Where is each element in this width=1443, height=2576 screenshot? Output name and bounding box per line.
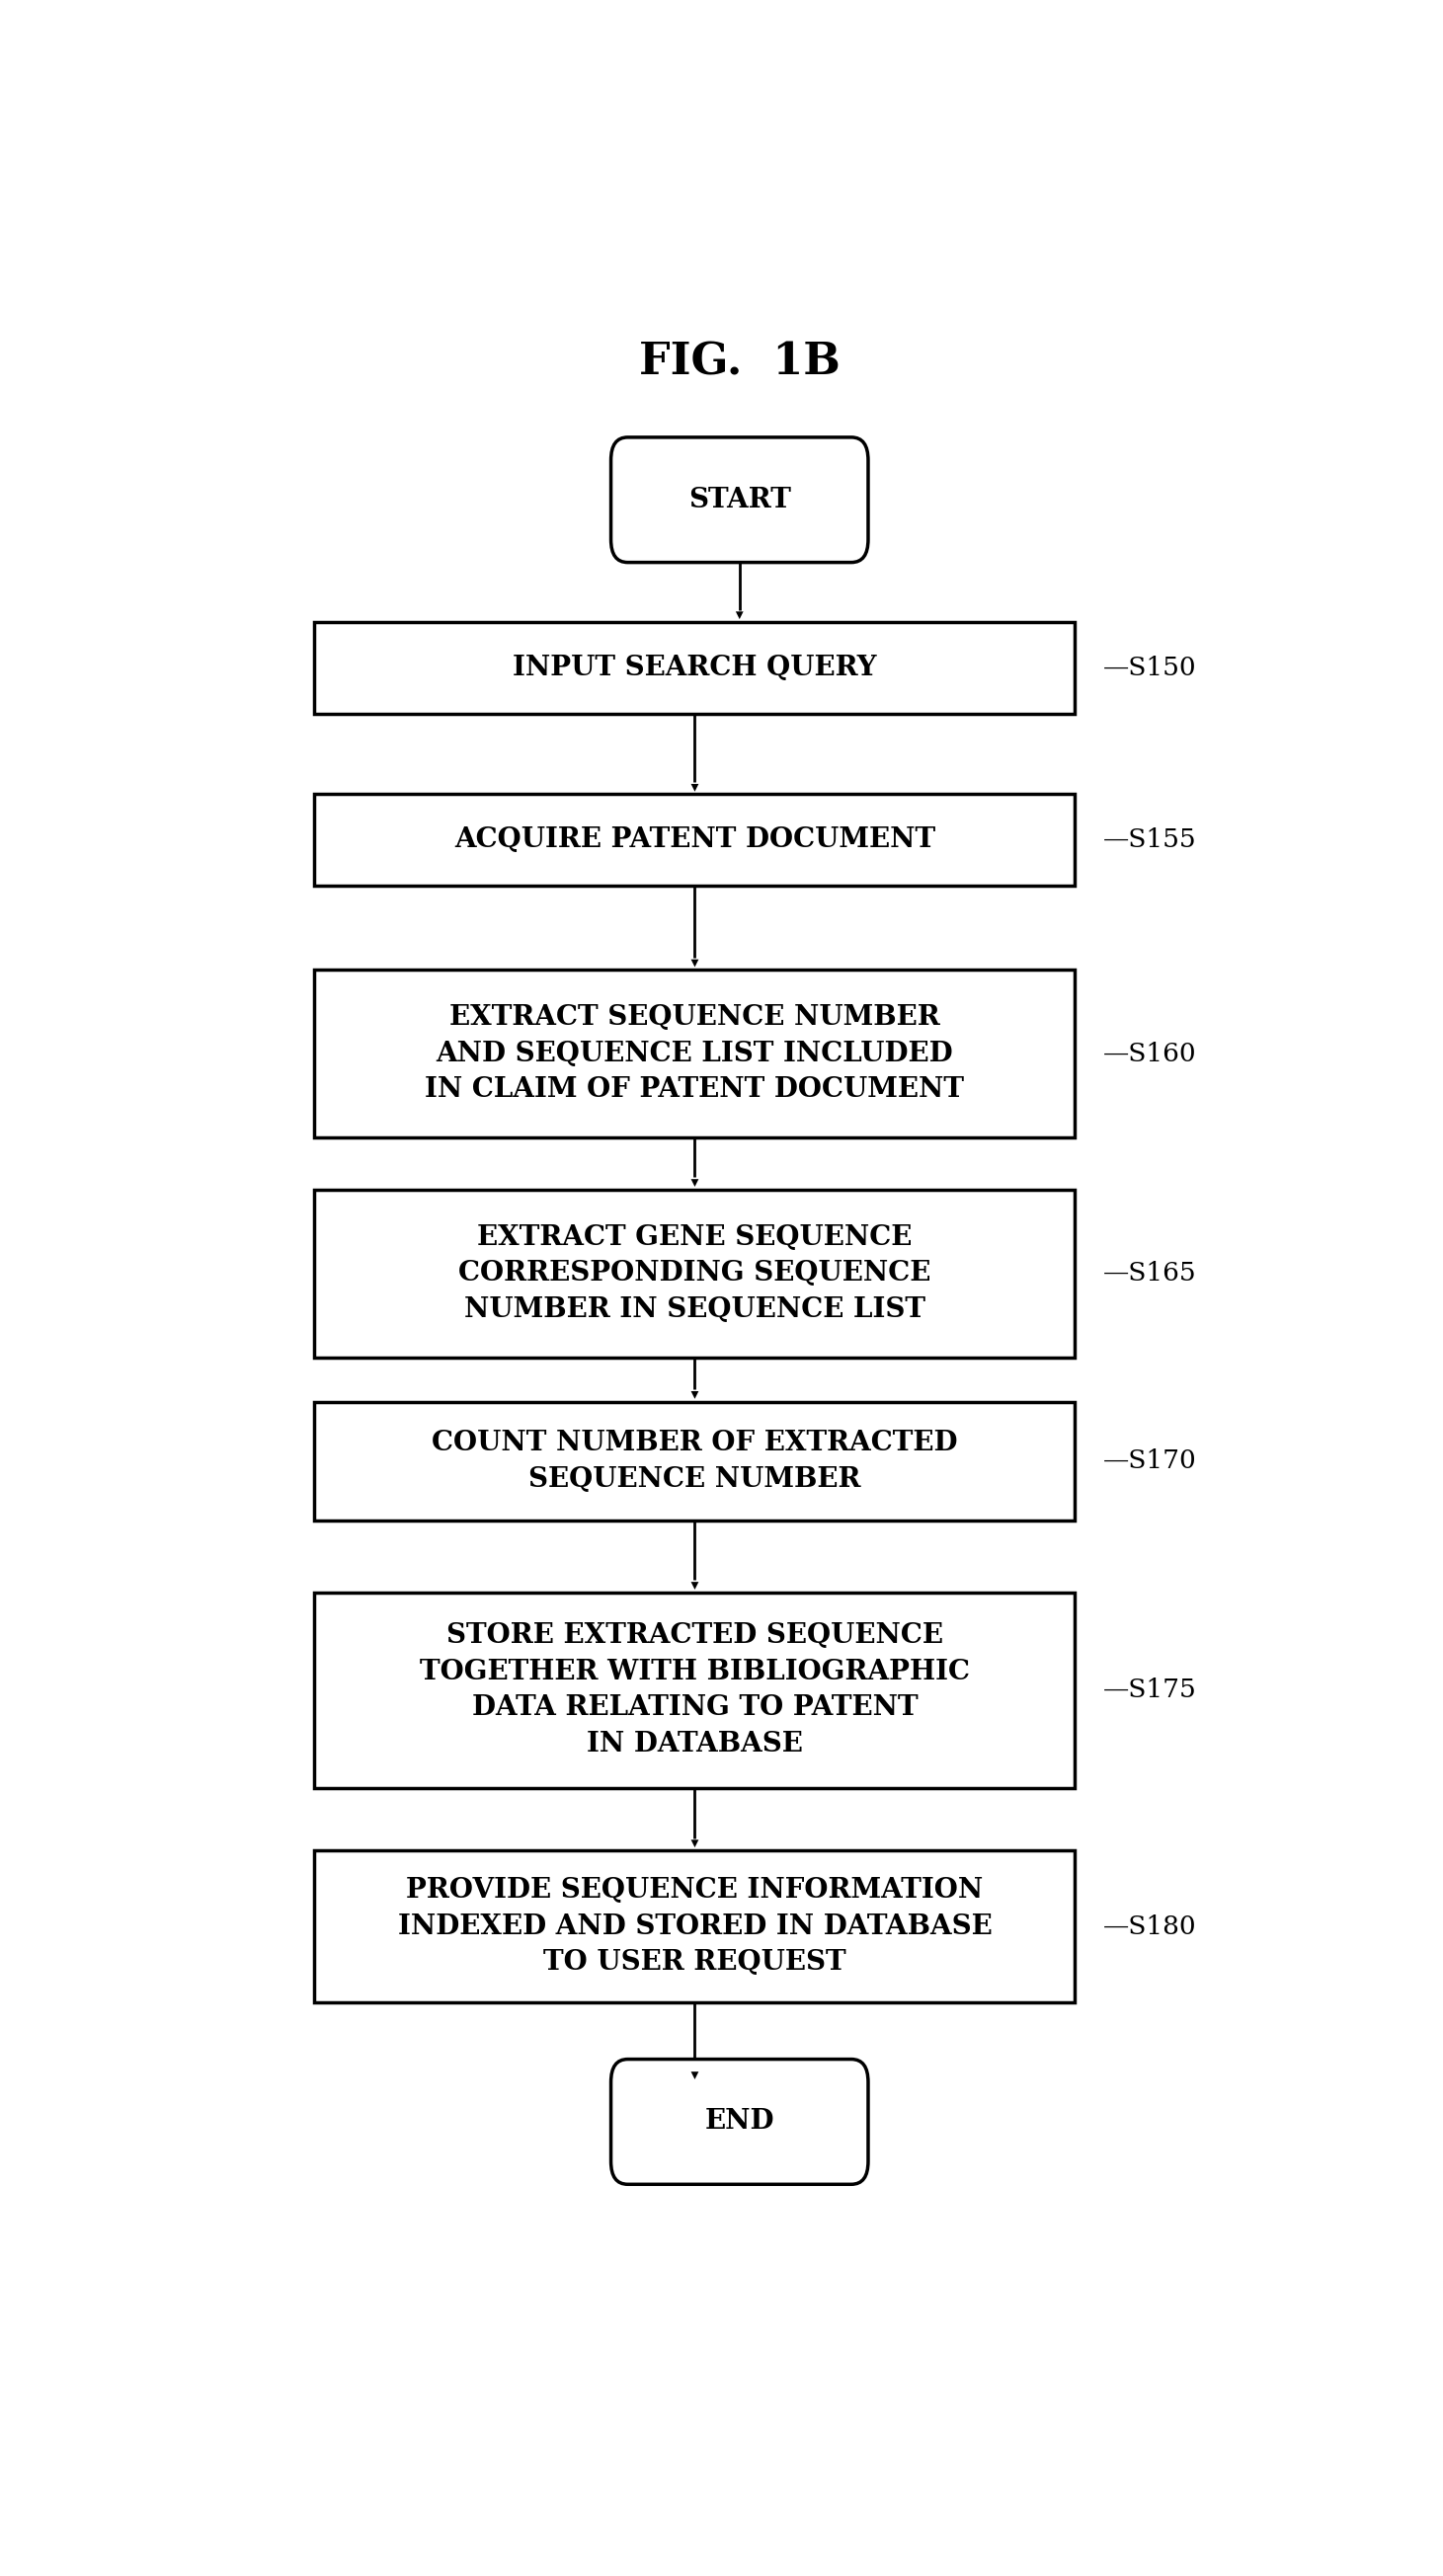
Bar xyxy=(315,1850,1075,2002)
Text: ACQUIRE PATENT DOCUMENT: ACQUIRE PATENT DOCUMENT xyxy=(455,827,935,853)
Text: EXTRACT SEQUENCE NUMBER
AND SEQUENCE LIST INCLUDED
IN CLAIM OF PATENT DOCUMENT: EXTRACT SEQUENCE NUMBER AND SEQUENCE LIS… xyxy=(426,1005,964,1103)
Text: FIG.  1B: FIG. 1B xyxy=(639,340,840,384)
Bar xyxy=(315,1190,1075,1358)
FancyBboxPatch shape xyxy=(610,2058,869,2184)
Text: —S165: —S165 xyxy=(1102,1262,1196,1285)
Bar xyxy=(315,793,1075,886)
Text: EXTRACT GENE SEQUENCE
CORRESPONDING SEQUENCE
NUMBER IN SEQUENCE LIST: EXTRACT GENE SEQUENCE CORRESPONDING SEQU… xyxy=(459,1224,931,1321)
Text: END: END xyxy=(704,2107,775,2136)
Bar xyxy=(315,1401,1075,1520)
Text: —S175: —S175 xyxy=(1102,1677,1196,1703)
Text: PROVIDE SEQUENCE INFORMATION
INDEXED AND STORED IN DATABASE
TO USER REQUEST: PROVIDE SEQUENCE INFORMATION INDEXED AND… xyxy=(398,1878,991,1976)
Text: COUNT NUMBER OF EXTRACTED
SEQUENCE NUMBER: COUNT NUMBER OF EXTRACTED SEQUENCE NUMBE… xyxy=(431,1430,958,1492)
Bar xyxy=(315,969,1075,1139)
Text: —S150: —S150 xyxy=(1102,654,1196,680)
Bar xyxy=(315,1592,1075,1788)
Text: —S180: —S180 xyxy=(1102,1914,1196,1940)
Text: —S160: —S160 xyxy=(1102,1041,1196,1066)
Text: INPUT SEARCH QUERY: INPUT SEARCH QUERY xyxy=(512,654,877,680)
Text: —S155: —S155 xyxy=(1102,827,1196,853)
FancyBboxPatch shape xyxy=(610,438,869,562)
Text: STORE EXTRACTED SEQUENCE
TOGETHER WITH BIBLIOGRAPHIC
DATA RELATING TO PATENT
IN : STORE EXTRACTED SEQUENCE TOGETHER WITH B… xyxy=(420,1623,970,1757)
Text: START: START xyxy=(688,487,791,513)
Text: —S170: —S170 xyxy=(1102,1448,1196,1473)
Bar xyxy=(315,621,1075,714)
